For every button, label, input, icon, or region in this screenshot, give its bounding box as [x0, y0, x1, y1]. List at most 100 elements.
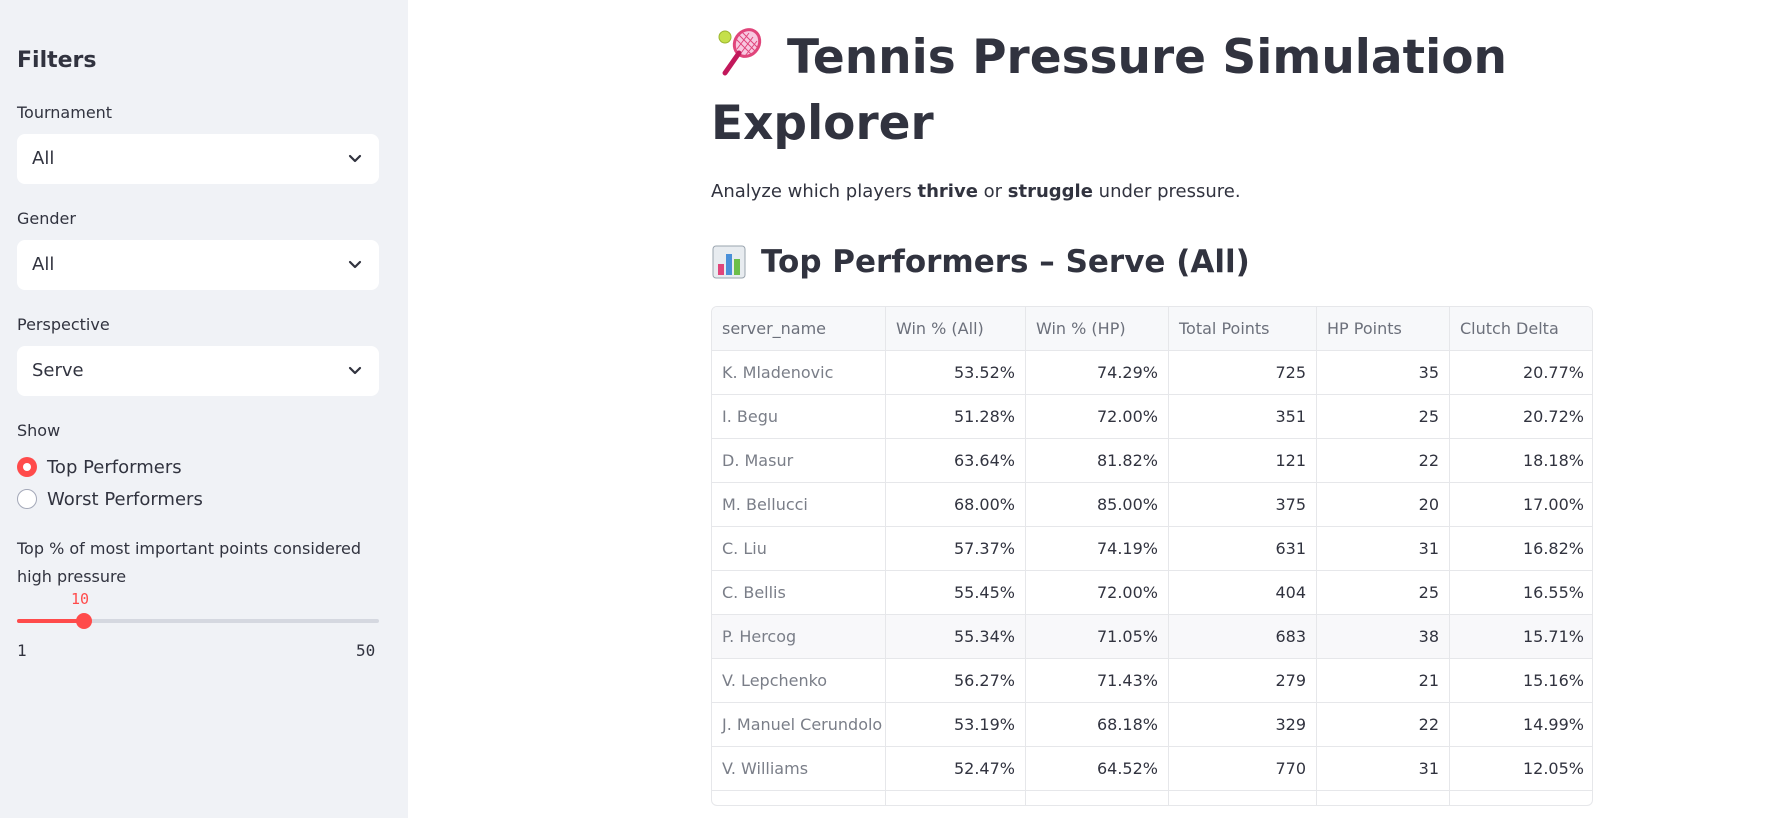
table-cell: 17.00% [1522, 495, 1584, 514]
table-cell: I. Begu [712, 395, 886, 439]
table-row[interactable]: V. Lepchenko 56.27% 71.43% 279 21 15.16% [712, 659, 1592, 703]
column-header[interactable]: Clutch Delta [1460, 319, 1559, 338]
slider-thumb[interactable] [76, 613, 92, 629]
table-cell: 31 [1317, 527, 1450, 571]
table-header-row: server_name Win % (All) Win % (HP) Total Po… [712, 307, 1592, 351]
subtitle-post: under pressure. [1092, 181, 1241, 202]
table-cell: 20.77% [1522, 363, 1584, 382]
radio-worst-performers[interactable]: Worst Performers [17, 487, 203, 511]
perspective-select-value: Serve [32, 360, 84, 381]
table-cell: 770 [1169, 747, 1317, 791]
table-cell: 51.28% [886, 395, 1026, 439]
table-cell: 53.19% [886, 703, 1026, 747]
table-cell: 35 [1317, 351, 1450, 395]
section-header: Top Performers – Serve (All) [711, 244, 1250, 280]
table-cell: M. Bellucci [712, 483, 886, 527]
column-header[interactable]: Win % (HP) [1026, 307, 1169, 351]
table-cell: 56.27% [886, 659, 1026, 703]
chevron-down-icon [348, 154, 362, 163]
table-cell: 55.34% [886, 615, 1026, 659]
table-cell: 22 [1317, 439, 1450, 483]
perspective-label: Perspective [17, 315, 110, 334]
table-cell: V. Lepchenko [712, 659, 886, 703]
performers-table[interactable]: server_name Win % (All) Win % (HP) Total Po… [711, 306, 1593, 806]
tournament-label: Tournament [17, 103, 113, 122]
table-row[interactable]: M. Bellucci 68.00% 85.00% 375 20 17.00% [712, 483, 1592, 527]
table-row[interactable]: D. Masur 63.64% 81.82% 121 22 18.18% [712, 439, 1592, 483]
table-cell [712, 791, 886, 805]
slider-track[interactable] [17, 619, 379, 623]
gender-select-value: All [32, 254, 55, 275]
slider-label: Top % of most important points considere… [17, 539, 362, 586]
table-cell: 16.82% [1522, 539, 1584, 558]
tournament-select[interactable]: All [17, 134, 379, 184]
table-cell: 16.55% [1522, 583, 1584, 602]
table-row[interactable]: C. Liu 57.37% 74.19% 631 31 16.82% [712, 527, 1592, 571]
subtitle-thrive: thrive [917, 181, 978, 202]
page-title-text: Tennis Pressure Simulation Explorer [711, 30, 1507, 151]
table-cell: 71.05% [1026, 615, 1169, 659]
table-row[interactable]: I. Begu 51.28% 72.00% 351 25 20.72% [712, 395, 1592, 439]
table-cell: 12.05% [1522, 759, 1584, 778]
table-row[interactable]: K. Mladenovic 53.52% 74.29% 725 35 20.77% [712, 351, 1592, 395]
table-cell: 81.82% [1026, 439, 1169, 483]
table-row[interactable]: J. Manuel Cerundolo 53.19% 68.18% 329 22 14.9… [712, 703, 1592, 747]
table-cell: 74.19% [1026, 527, 1169, 571]
table-cell: K. Mladenovic [712, 351, 886, 395]
table-row[interactable]: V. Williams 52.47% 64.52% 770 31 12.05% [712, 747, 1592, 791]
column-header[interactable]: HP Points [1317, 307, 1450, 351]
table-cell: 52.47% [886, 747, 1026, 791]
tennis-racket-icon [718, 28, 762, 76]
radio-selected-icon [17, 457, 37, 477]
table-cell: 15.71% [1522, 627, 1584, 646]
table-cell [886, 791, 1026, 805]
table-cell: 85.00% [1026, 483, 1169, 527]
table-cell: V. Williams [712, 747, 886, 791]
table-row[interactable] [712, 791, 1592, 805]
section-title: Top Performers – Serve (All) [761, 244, 1250, 280]
subtitle-mid: or [977, 181, 1008, 202]
table-row[interactable]: P. Hercog 55.34% 71.05% 683 38 15.71% [712, 615, 1592, 659]
table-cell: 53.52% [886, 351, 1026, 395]
perspective-select[interactable]: Serve [17, 346, 379, 396]
slider-min: 1 [17, 641, 27, 660]
table-cell: 25 [1317, 395, 1450, 439]
table-cell [1169, 791, 1317, 805]
table-cell: 18.18% [1522, 451, 1584, 470]
table-cell: 71.43% [1026, 659, 1169, 703]
column-header[interactable]: Win % (All) [886, 307, 1026, 351]
radio-top-performers-label: Top Performers [47, 456, 182, 478]
table-cell [1026, 791, 1169, 805]
table-cell: 725 [1169, 351, 1317, 395]
table-cell: 68.18% [1026, 703, 1169, 747]
page-title: Tennis Pressure Simulation Explorer [711, 25, 1571, 157]
table-cell: 683 [1169, 615, 1317, 659]
table-cell: 31 [1317, 747, 1450, 791]
table-cell: D. Masur [712, 439, 886, 483]
column-header[interactable]: server_name [712, 307, 886, 351]
sidebar-title: Filters [17, 48, 97, 73]
subtitle: Analyze which players thrive or struggle… [711, 181, 1241, 202]
table-cell: 64.52% [1026, 747, 1169, 791]
gender-select[interactable]: All [17, 240, 379, 290]
table-cell [1450, 791, 1592, 805]
column-header[interactable]: Total Points [1169, 307, 1317, 351]
radio-top-performers[interactable]: Top Performers [17, 455, 182, 479]
table-cell: 57.37% [886, 527, 1026, 571]
subtitle-pre: Analyze which players [711, 181, 918, 202]
table-cell: 68.00% [886, 483, 1026, 527]
table-cell: P. Hercog [712, 615, 886, 659]
tournament-select-value: All [32, 148, 55, 169]
table-cell [1317, 791, 1450, 805]
gender-label: Gender [17, 209, 76, 228]
table-cell: 74.29% [1026, 351, 1169, 395]
table-cell: 63.64% [886, 439, 1026, 483]
table-cell: 25 [1317, 571, 1450, 615]
table-cell: 72.00% [1026, 571, 1169, 615]
table-cell: 21 [1317, 659, 1450, 703]
slider-value: 10 [71, 590, 90, 608]
table-row[interactable]: C. Bellis 55.45% 72.00% 404 25 16.55% [712, 571, 1592, 615]
table-cell: 121 [1169, 439, 1317, 483]
table-cell: 22 [1317, 703, 1450, 747]
table-cell: 38 [1317, 615, 1450, 659]
